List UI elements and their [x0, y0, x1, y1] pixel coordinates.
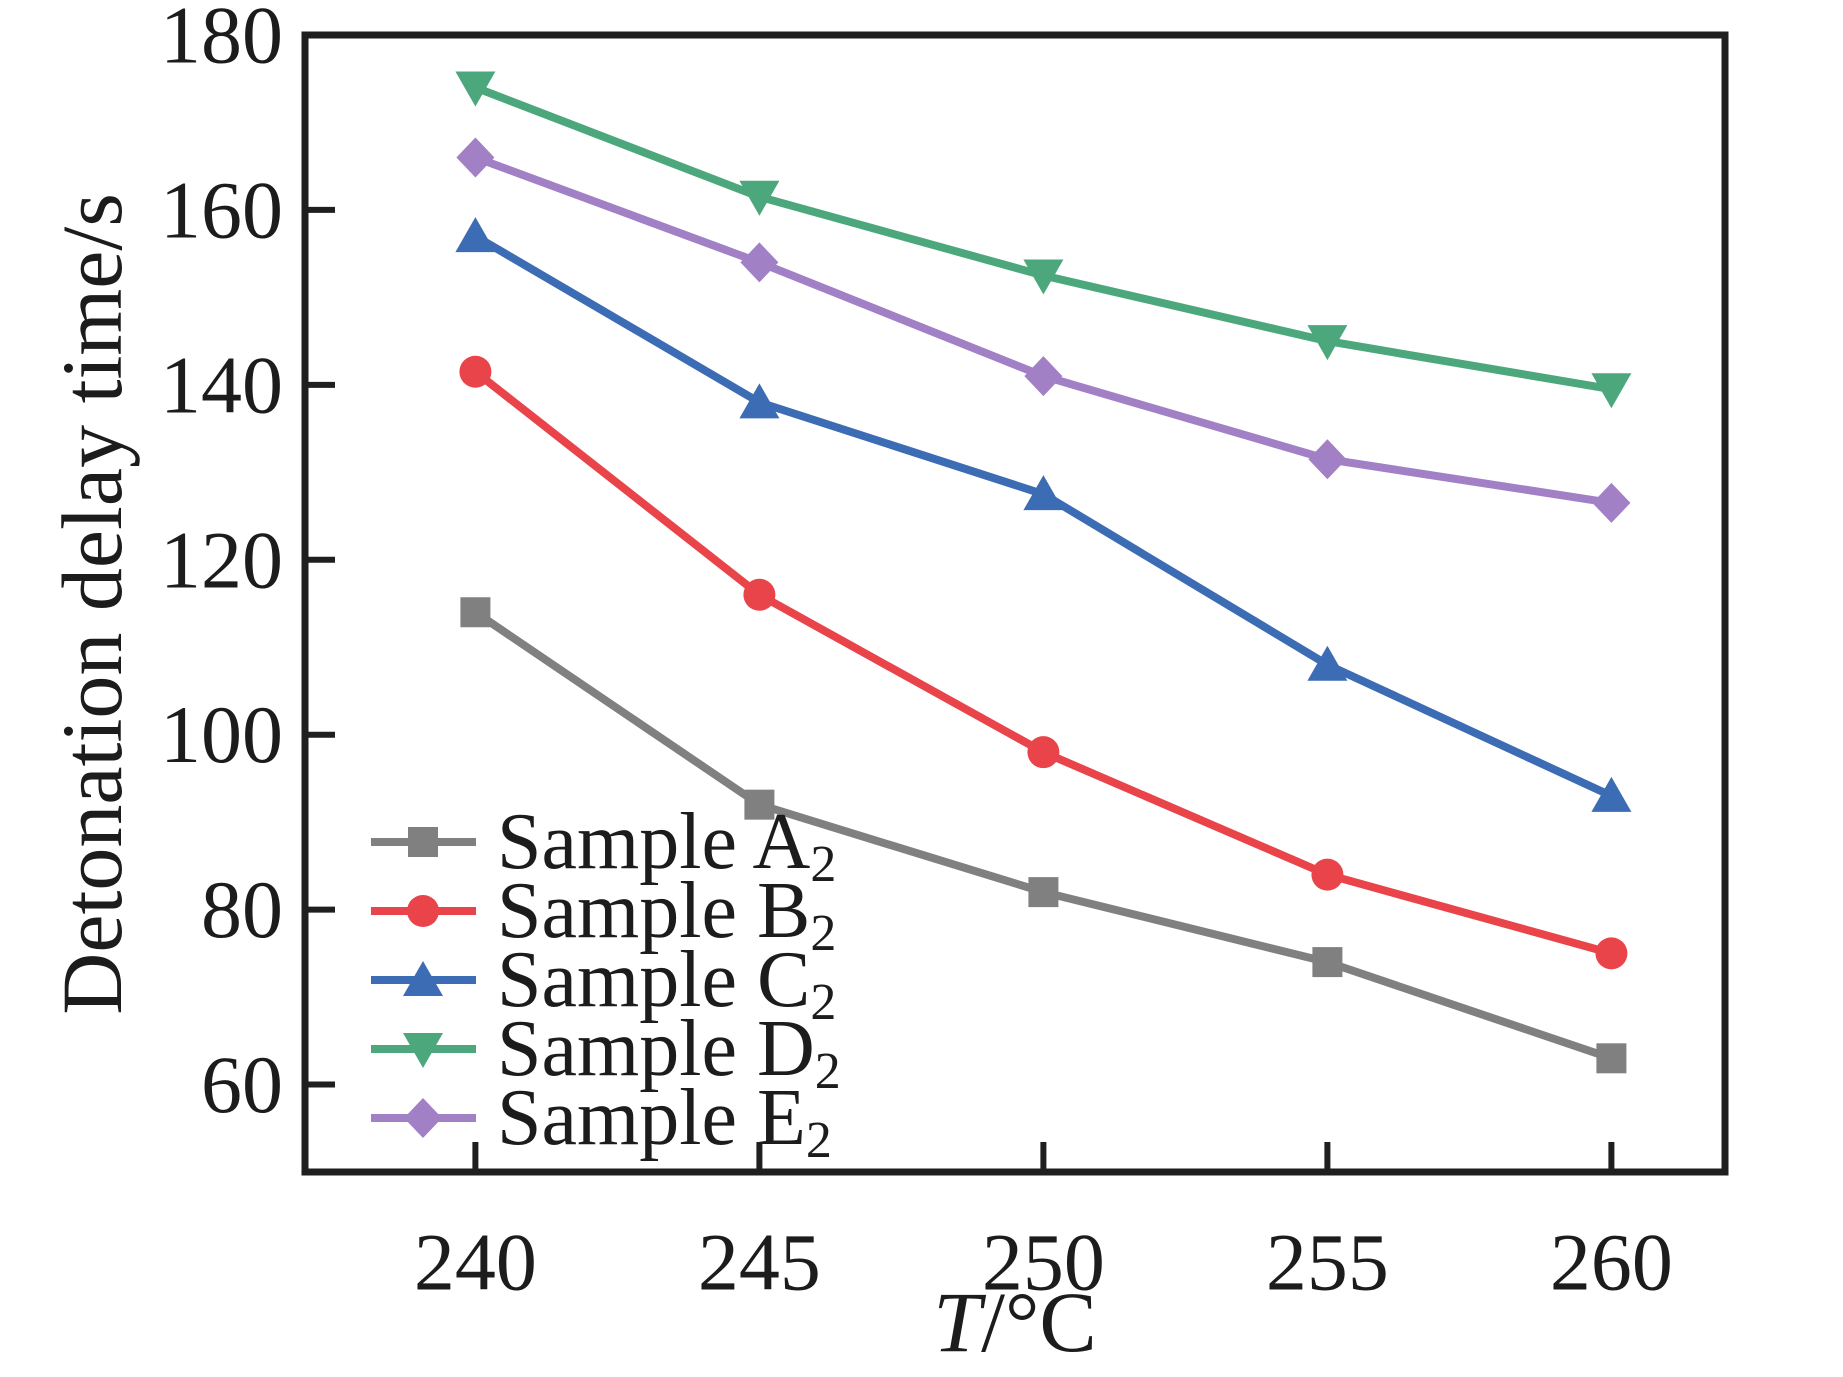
legend-item-sample-d2: Sample D2: [371, 1005, 841, 1100]
circle-marker: [1311, 858, 1344, 891]
legend-label: Sample D2: [497, 1005, 841, 1100]
series-sample-e2: [456, 137, 1631, 523]
square-marker: [1028, 877, 1059, 908]
circle-marker: [743, 578, 776, 611]
series-sample-b2: [459, 355, 1628, 970]
x-tick-label: 255: [1266, 1217, 1389, 1308]
circle-marker: [1595, 937, 1628, 970]
triangle-down-marker: [455, 71, 496, 107]
triangle-down-marker: [739, 180, 780, 216]
triangle-up-marker: [1591, 776, 1632, 812]
circle-marker: [459, 355, 492, 388]
triangle-up-marker: [1307, 645, 1348, 681]
series-line: [473, 83, 1613, 394]
triangle-down-marker: [403, 1033, 443, 1068]
y-tick-label: 180: [160, 0, 283, 81]
series-sample-d2: [455, 71, 1632, 409]
diamond-marker: [404, 1098, 442, 1138]
triangle-up-marker: [403, 961, 443, 996]
y-tick-label: 100: [160, 689, 283, 780]
diamond-marker: [456, 137, 495, 178]
plot-frame: [301, 31, 1729, 1176]
triangle-up-marker: [455, 217, 496, 253]
diamond-marker: [1592, 482, 1631, 523]
x-tick-label: 250: [982, 1217, 1105, 1308]
y-tick-label: 140: [160, 339, 283, 430]
y-tick-label: 60: [201, 1039, 283, 1130]
legend-label: Sample A2: [497, 798, 836, 893]
triangle-down-marker: [1591, 373, 1632, 409]
diamond-marker: [1308, 439, 1347, 480]
y-axis-title: Detonation delay time/s: [44, 193, 140, 1015]
legend-label: Sample E2: [497, 1074, 832, 1169]
series-line: [473, 232, 1614, 800]
legend-label: Sample C2: [497, 936, 836, 1031]
diamond-marker: [1024, 356, 1063, 397]
legend-item-sample-c2: Sample C2: [371, 936, 836, 1031]
legend-item-sample-a2: Sample A2: [371, 798, 836, 893]
x-axis-title: T/°C: [933, 1274, 1097, 1370]
legend-label: Sample B2: [497, 867, 836, 962]
legend-item-sample-e2: Sample E2: [371, 1074, 832, 1169]
series-layer: [455, 71, 1632, 1074]
series-line: [474, 153, 1613, 507]
square-marker: [1596, 1043, 1627, 1074]
y-tick-label: 120: [160, 514, 283, 605]
diamond-marker: [740, 242, 779, 283]
square-marker: [744, 789, 775, 820]
circle-marker: [407, 895, 439, 927]
series-sample-c2: [455, 217, 1632, 812]
series-sample-a2: [460, 597, 1627, 1074]
x-tick-label: 245: [698, 1217, 821, 1308]
y-tick-label: 160: [160, 164, 283, 255]
square-marker: [460, 597, 491, 628]
x-tick-label: 240: [414, 1217, 537, 1308]
axes-layer: 60 80 100 120 140 160 180 240 245 250 255 260: [160, 0, 1729, 1308]
circle-marker: [1027, 736, 1060, 769]
square-marker: [1312, 947, 1343, 978]
triangle-up-marker: [739, 383, 780, 419]
legend-item-sample-b2: Sample B2: [371, 867, 836, 962]
triangle-down-marker: [1023, 259, 1064, 295]
square-marker: [408, 827, 438, 857]
x-tick-label: 260: [1550, 1217, 1673, 1308]
triangle-up-marker: [1023, 475, 1064, 511]
triangle-down-marker: [1307, 325, 1348, 361]
x-axis-title-text: T/°C: [933, 1274, 1097, 1370]
y-tick-label: 80: [201, 864, 283, 955]
